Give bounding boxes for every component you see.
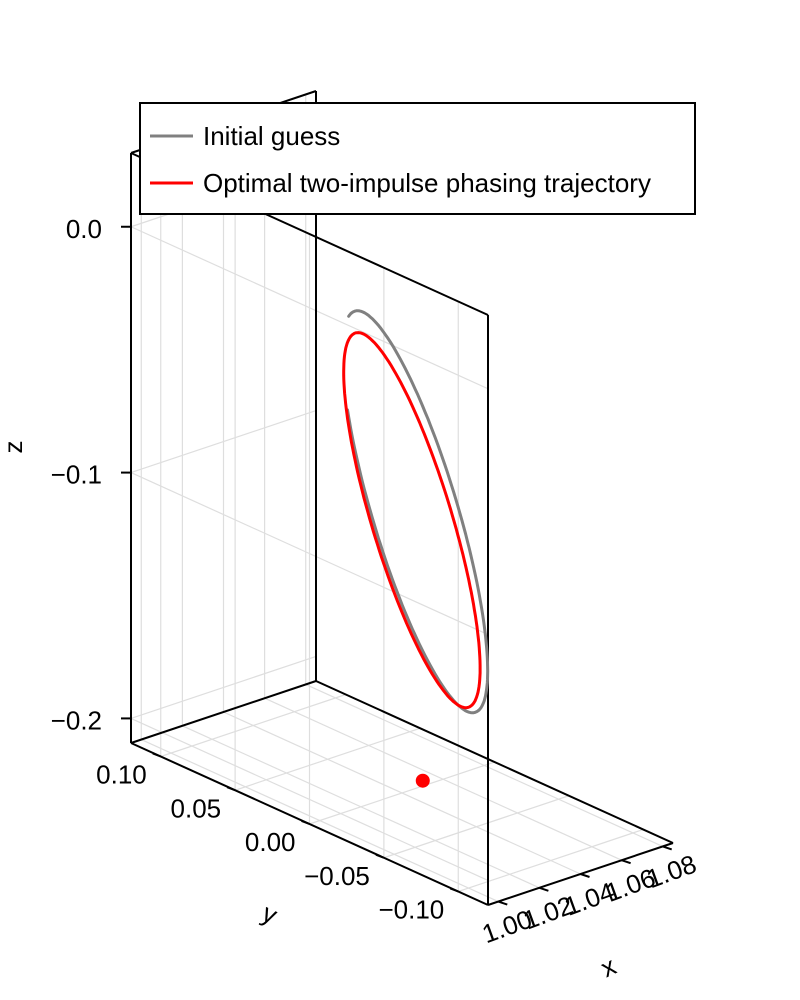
x-tick-mark [662, 845, 673, 851]
x-tick-mark [580, 873, 590, 878]
x-tick-mark [497, 900, 508, 906]
y-tick-mark [152, 752, 162, 758]
y-axis-label: y [258, 898, 282, 931]
gridline-z-back [130, 655, 317, 719]
y-tick-label: −0.05 [304, 861, 370, 891]
gridline-y-floor [309, 761, 495, 825]
z-tick-label: 0.0 [66, 214, 102, 244]
legend-box [139, 102, 696, 215]
y-tick-mark [301, 820, 310, 825]
y-tick-label: −0.10 [378, 895, 444, 925]
gridline-y-floor [458, 828, 644, 893]
x-tick-mark [539, 886, 549, 892]
y-tick-mark [375, 853, 385, 859]
legend-label-optimal-trajectory: Optimal two-impulse phasing trajectory [203, 168, 651, 198]
legend-label-initial-guess: Initial guess [203, 121, 340, 151]
gridline-z-side [130, 472, 489, 636]
series-line-optimal-trajectory [342, 331, 482, 710]
gridline-z-side [130, 717, 489, 881]
y-tick-label: 0.05 [171, 793, 222, 823]
y-tick-mark [226, 786, 236, 792]
x-axis-label: x [596, 951, 620, 984]
frame-edge [315, 680, 674, 844]
gridline-y-floor [383, 795, 570, 859]
z-tick-label: −0.1 [51, 460, 102, 490]
z-axis-label: z [0, 441, 28, 454]
legend: Initial guess Optimal two-impulse phasin… [139, 102, 696, 215]
x-tick-label: 1.08 [643, 849, 701, 895]
x-tick-mark [621, 859, 631, 865]
y-tick-label: 0.00 [245, 827, 296, 857]
tick-marks [121, 225, 673, 906]
gridline-z-back [130, 410, 317, 474]
series-line-initial-guess [346, 309, 490, 715]
departure-point-marker [415, 773, 430, 788]
frame-edge [130, 680, 317, 744]
gridline-z-side [130, 226, 489, 390]
z-tick-label: −0.2 [51, 705, 102, 735]
y-tick-label: 0.10 [96, 760, 147, 790]
axes-frame [130, 90, 674, 906]
tick-labels: 1.001.021.041.061.080.100.050.00−0.05−0.… [51, 214, 701, 949]
series-group [342, 309, 490, 788]
gridline-y-floor [160, 693, 346, 758]
gridline-y-floor [234, 727, 421, 791]
grid-lines [130, 94, 663, 903]
y-tick-mark [449, 887, 459, 893]
